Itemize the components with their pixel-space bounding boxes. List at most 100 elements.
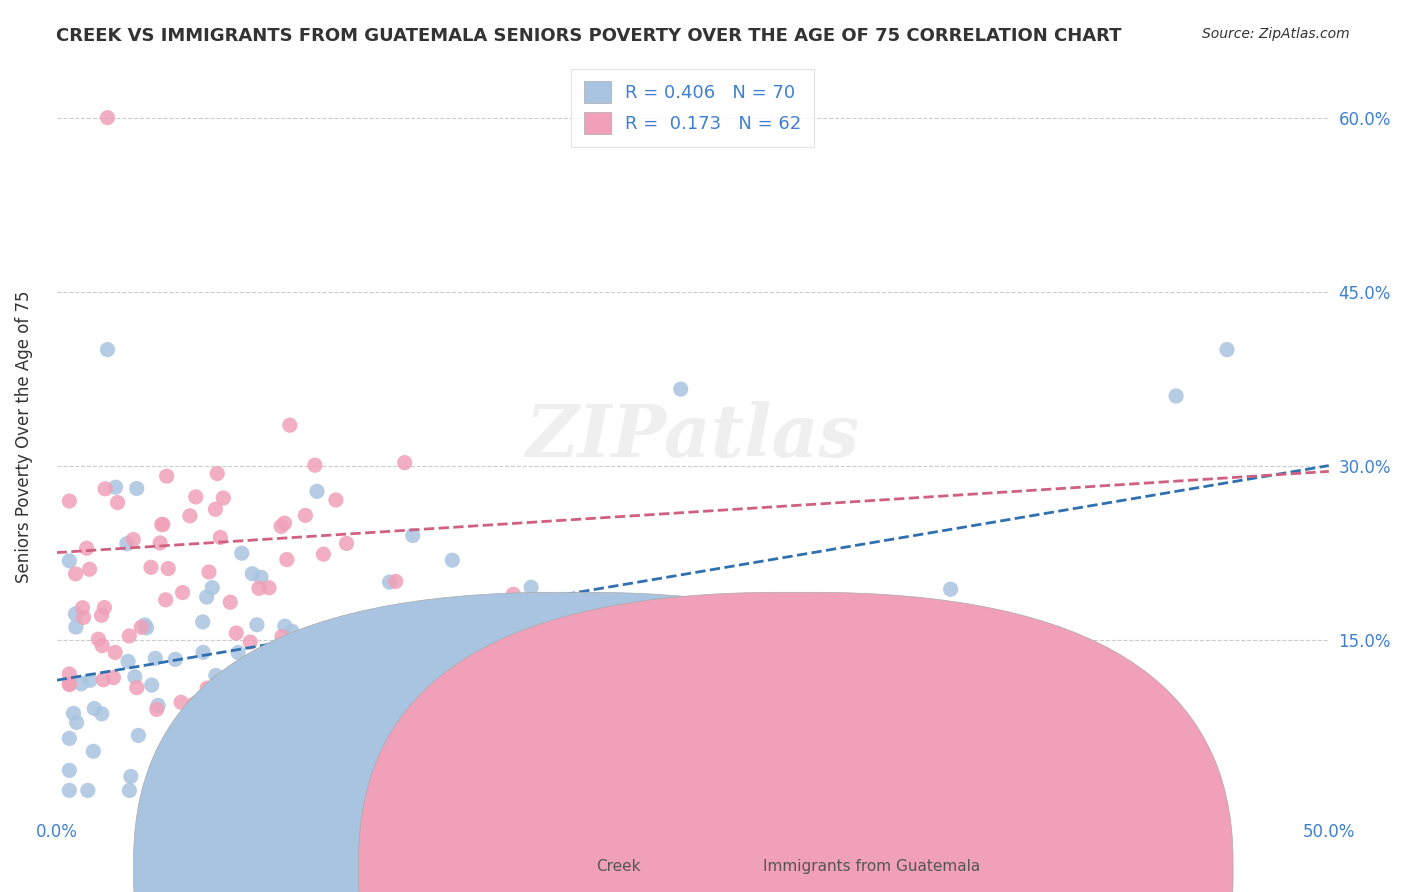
Point xyxy=(257,581,280,595)
Point xyxy=(669,382,692,396)
Point xyxy=(378,575,401,590)
Point xyxy=(343,628,366,642)
Point xyxy=(301,665,323,679)
Point xyxy=(93,600,115,615)
Point xyxy=(62,706,84,721)
Point xyxy=(232,719,254,733)
Point xyxy=(58,677,80,691)
Point xyxy=(312,547,335,561)
Text: CREEK VS IMMIGRANTS FROM GUATEMALA SENIORS POVERTY OVER THE AGE OF 75 CORRELATIO: CREEK VS IMMIGRANTS FROM GUATEMALA SENIO… xyxy=(56,27,1122,45)
Point xyxy=(94,482,117,496)
Point xyxy=(394,456,416,470)
Point xyxy=(135,621,157,635)
Point xyxy=(201,581,224,595)
Point xyxy=(146,698,169,713)
Point xyxy=(939,582,962,597)
Point xyxy=(212,491,235,505)
Point xyxy=(145,702,167,716)
Point xyxy=(155,592,177,607)
Point xyxy=(104,480,127,494)
Point xyxy=(179,508,201,523)
Point xyxy=(387,716,409,731)
Legend: R = 0.406   N = 70, R =  0.173   N = 62: R = 0.406 N = 70, R = 0.173 N = 62 xyxy=(571,69,814,147)
Point xyxy=(195,590,218,604)
Point xyxy=(156,469,179,483)
Point xyxy=(157,561,180,575)
Point xyxy=(65,715,87,730)
Point xyxy=(394,663,416,677)
Point xyxy=(83,701,105,715)
Point xyxy=(441,553,464,567)
Point xyxy=(520,580,543,594)
Point xyxy=(120,769,142,783)
Point xyxy=(304,458,326,473)
Point xyxy=(395,665,418,680)
Point xyxy=(90,706,112,721)
Point xyxy=(281,624,304,639)
Point xyxy=(170,695,193,709)
Point xyxy=(186,696,208,710)
Point xyxy=(103,671,125,685)
Point xyxy=(326,757,349,772)
Text: Creek: Creek xyxy=(596,859,641,874)
Point xyxy=(198,565,221,579)
Point xyxy=(65,620,87,634)
Point xyxy=(191,645,214,659)
Point xyxy=(129,620,152,634)
Y-axis label: Seniors Poverty Over the Age of 75: Seniors Poverty Over the Age of 75 xyxy=(15,291,32,582)
Point xyxy=(134,618,156,632)
Point xyxy=(58,667,80,681)
Text: ZIPatlas: ZIPatlas xyxy=(526,401,859,472)
Point xyxy=(294,508,316,523)
Point xyxy=(405,783,427,797)
Point xyxy=(250,570,273,584)
Point xyxy=(152,517,174,532)
Point xyxy=(231,546,253,560)
Point xyxy=(305,484,328,499)
Point xyxy=(149,536,172,550)
Point xyxy=(70,677,93,691)
Point xyxy=(104,645,127,659)
Point xyxy=(58,731,80,746)
Point xyxy=(247,582,270,596)
Point xyxy=(125,681,148,695)
Point xyxy=(76,783,98,797)
Point xyxy=(183,698,205,712)
Text: Immigrants from Guatemala: Immigrants from Guatemala xyxy=(763,859,980,874)
Point xyxy=(141,678,163,692)
Point xyxy=(91,673,114,687)
Point xyxy=(246,617,269,632)
Point xyxy=(87,632,110,647)
Point xyxy=(72,610,94,624)
Point xyxy=(72,600,94,615)
Point xyxy=(384,574,406,589)
Point xyxy=(58,783,80,797)
Point xyxy=(118,629,141,643)
Point xyxy=(58,494,80,508)
Point xyxy=(96,111,118,125)
Point xyxy=(1164,389,1187,403)
Point xyxy=(274,619,297,633)
Point xyxy=(502,587,524,601)
Point xyxy=(65,566,87,581)
Point xyxy=(239,635,262,649)
Point xyxy=(96,343,118,357)
Point xyxy=(325,493,347,508)
Point xyxy=(204,668,226,682)
Point xyxy=(58,677,80,691)
Point xyxy=(58,764,80,778)
Point xyxy=(195,681,218,695)
Point xyxy=(259,658,281,673)
Point xyxy=(209,530,232,544)
Point xyxy=(58,554,80,568)
Point xyxy=(172,585,194,599)
Point xyxy=(332,705,354,719)
Point xyxy=(402,528,425,542)
Point xyxy=(184,490,207,504)
Point xyxy=(554,753,576,767)
Point xyxy=(117,655,139,669)
Point xyxy=(226,646,249,660)
Point xyxy=(281,700,304,714)
Point xyxy=(239,722,262,736)
Point xyxy=(207,674,229,689)
